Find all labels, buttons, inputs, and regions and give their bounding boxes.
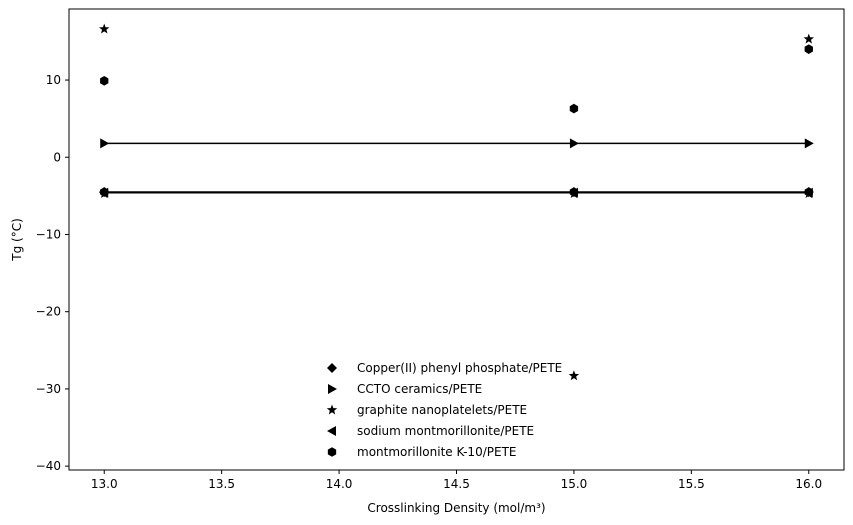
data-point [569,138,579,149]
x-tick-label: 16.0 [795,477,822,491]
legend-label: Copper(II) phenyl phosphate/PETE [357,361,562,375]
legend-item: montmorillonite K-10/PETE [327,445,516,459]
y-tick-label: 10 [46,73,61,87]
legend-marker [327,363,337,373]
legend-marker [327,426,336,436]
y-axis-title: Tg (°C) [10,218,24,262]
legend-item: CCTO ceramics/PETE [328,382,482,396]
legend: Copper(II) phenyl phosphate/PETE CCTO cer… [326,361,562,459]
legend-label: montmorillonite K-10/PETE [357,445,516,459]
data-point [804,187,813,197]
y-tick-label: −40 [36,459,61,473]
data-point [569,187,579,197]
data-point [569,103,579,114]
x-tick-label: 14.5 [443,477,470,491]
legend-label: CCTO ceramics/PETE [357,382,482,396]
data-point [803,33,814,44]
series-triangle-right [100,138,814,149]
series-hexagon [100,44,813,197]
legend-marker [326,404,338,415]
y-tick-label: −20 [36,305,61,319]
data-point [568,370,580,381]
y-tick-label: −10 [36,227,61,241]
x-tick-label: 13.5 [208,477,235,491]
x-tick-label: 15.0 [561,477,588,491]
x-axis-title: Crosslinking Density (mol/m³) [367,501,545,515]
y-tick-label: 0 [53,150,61,164]
data-point [804,44,813,54]
data-point [804,138,814,149]
legend-label: graphite nanoplatelets/PETE [357,403,527,417]
legend-marker [327,447,337,457]
data-point [99,23,110,34]
legend-marker [328,384,337,394]
y-tick-label: −30 [36,382,61,396]
data-point [100,187,109,197]
plot-area [99,23,814,381]
legend-label: sodium montmorillonite/PETE [357,424,534,438]
x-axis: 13.0 13.5 14.0 14.5 15.0 15.5 16.0 [91,470,822,491]
y-axis: −40 −30 −20 −10 0 10 [36,73,69,473]
legend-item: sodium montmorillonite/PETE [327,424,534,438]
x-tick-label: 14.0 [326,477,353,491]
data-point [100,138,110,149]
data-point [100,76,109,86]
x-tick-label: 15.5 [678,477,705,491]
legend-item: Copper(II) phenyl phosphate/PETE [327,361,562,375]
x-tick-label: 13.0 [91,477,118,491]
legend-item: graphite nanoplatelets/PETE [326,403,527,417]
